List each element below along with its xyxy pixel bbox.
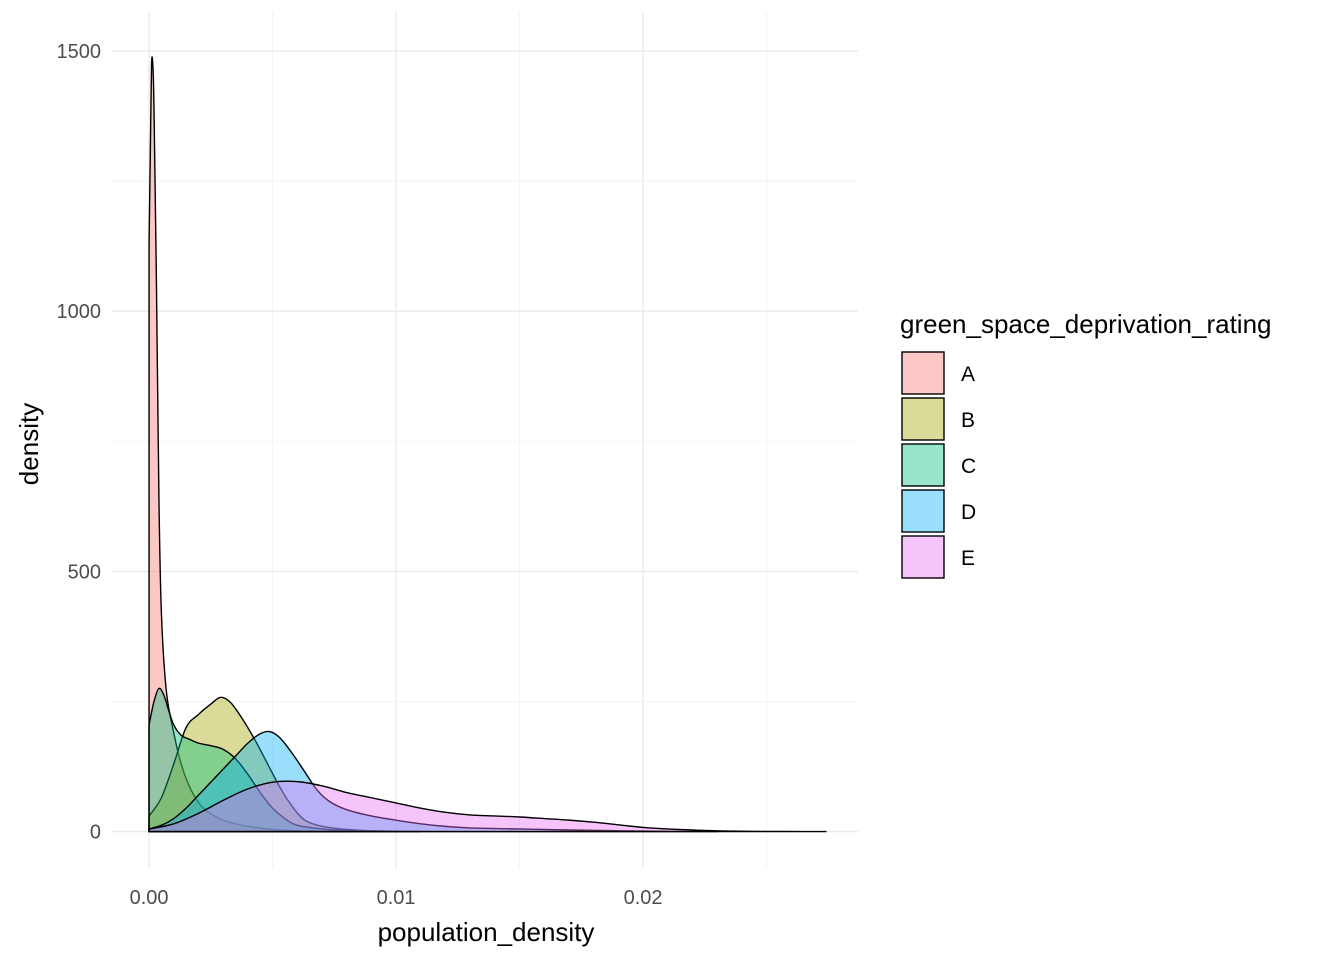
density-curve-c	[148, 687, 397, 833]
legend-key-bg	[902, 444, 944, 486]
legend-key-bg	[902, 398, 944, 440]
density-curve-e	[148, 780, 827, 833]
axes: population_density density 0.00 0.01 0.02 0…	[14, 41, 663, 947]
legend-title: green_space_deprivation_rating	[900, 309, 1272, 339]
y-tick-label: 1000	[57, 301, 102, 323]
legend-swatch-b	[901, 397, 945, 441]
x-tick-label: 0.02	[624, 887, 663, 909]
legend-label-d: D	[961, 501, 976, 524]
density-curve-b	[148, 696, 422, 833]
y-axis-title: density	[14, 403, 44, 485]
y-tick-label: 500	[68, 561, 101, 583]
y-tick-label: 1500	[57, 41, 102, 63]
x-tick-label: 0.01	[377, 887, 416, 909]
density-curve-a	[148, 56, 348, 833]
density-curve-d	[148, 730, 718, 833]
x-tick-label: 0.00	[130, 887, 169, 909]
legend-label-c: C	[961, 455, 976, 478]
legend-key-bg	[902, 352, 944, 394]
legend-swatch-e	[901, 535, 945, 579]
x-axis-title: population_density	[378, 917, 595, 947]
legend-swatch-d	[901, 489, 945, 533]
legend-label-e: E	[961, 547, 975, 570]
density-series	[148, 56, 827, 833]
legend-swatch-a	[901, 351, 945, 395]
legend-label-b: B	[961, 409, 975, 432]
legend-swatch-c	[901, 443, 945, 487]
legend-key-bg	[902, 536, 944, 578]
legend-key-bg	[902, 490, 944, 532]
legend-label-a: A	[961, 363, 975, 386]
y-tick-label: 0	[90, 822, 101, 844]
